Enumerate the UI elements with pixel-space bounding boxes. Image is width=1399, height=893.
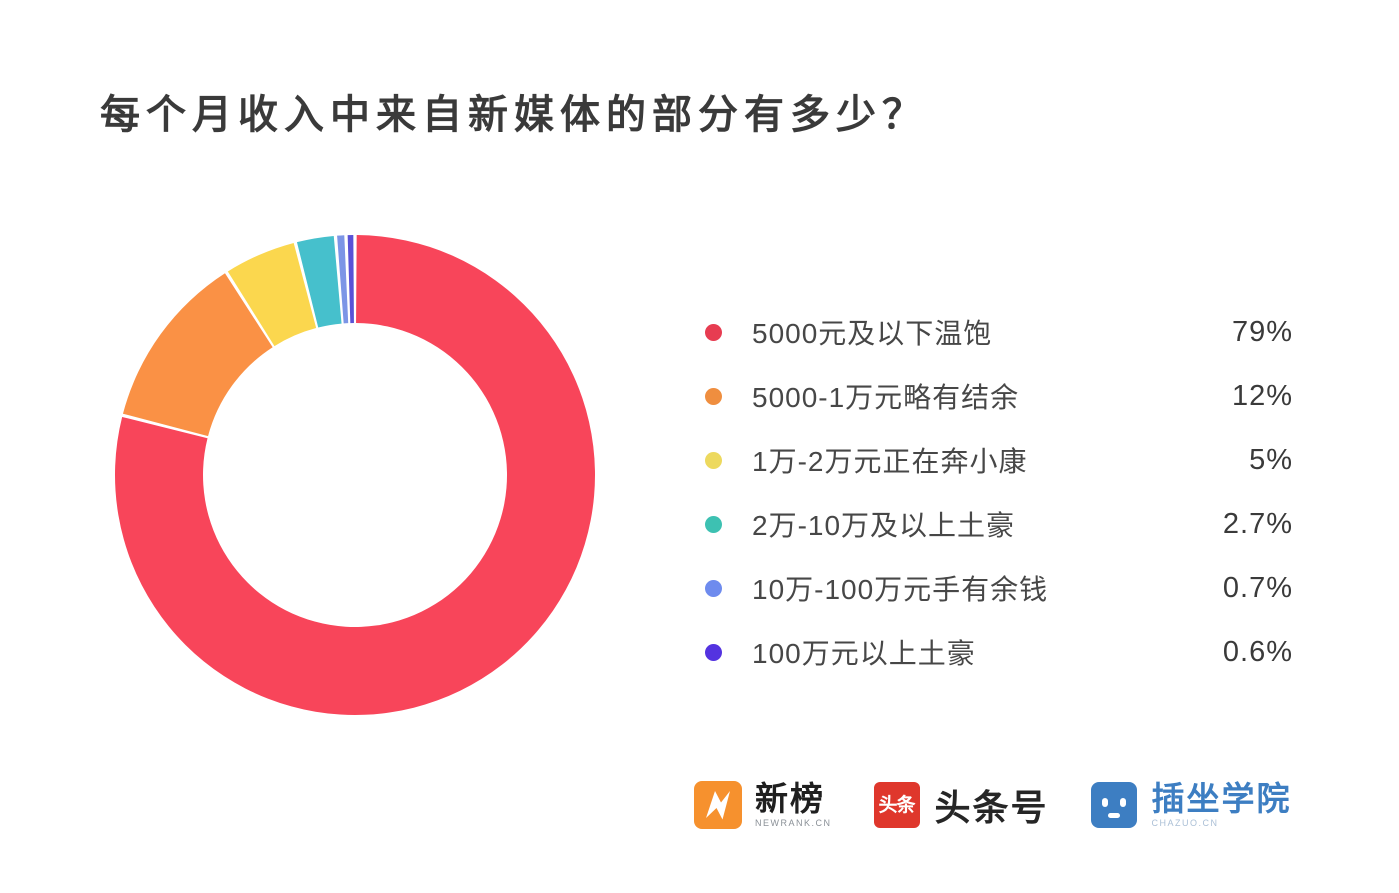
legend-dot [705, 387, 722, 405]
legend-label: 2万-10万及以上土豪 [752, 510, 1016, 541]
donut-chart [115, 235, 596, 716]
legend-label: 10万-100万元手有余钱 [752, 574, 1049, 605]
legend-value: 12% [1231, 379, 1293, 412]
lightning-n-icon [706, 791, 730, 820]
toutiao-name: 头条号 [934, 787, 1049, 828]
donut-segment-4 [296, 235, 342, 328]
chazuo-logo: 插坐学院 CHAZUO.CN [1090, 779, 1292, 829]
legend-label: 5000元及以下温饱 [752, 318, 993, 349]
toutiao-logo: 头条 头条号 [873, 779, 1049, 831]
legend-item: 100万元以上土豪 0.6% [705, 620, 1293, 684]
chazuo-name: 插坐学院 [1151, 779, 1292, 817]
footer-logos: 新榜 NEWRANK.CN 头条 头条号 插坐学院 CHAZUO.CN [694, 779, 1292, 831]
legend-value: 5% [1249, 443, 1293, 476]
legend-item: 1万-2万元正在奔小康 5% [705, 428, 1293, 492]
chazuo-subtext: CHAZUO.CN [1151, 818, 1219, 829]
legend-dot [705, 515, 722, 533]
legend-item: 2万-10万及以上土豪 2.7% [705, 492, 1293, 556]
donut-segment-5 [337, 235, 349, 324]
newrank-icon [694, 781, 742, 829]
chazuo-icon [1090, 781, 1137, 828]
legend-value: 0.7% [1222, 571, 1293, 604]
legend: 5000元及以下温饱 79% 5000-1万元略有结余 12% 1万-2万元正在奔小康 5… [705, 300, 1293, 684]
legend-dot [705, 579, 722, 597]
newrank-name: 新榜 [755, 779, 825, 817]
legend-value: 79% [1231, 315, 1293, 348]
newrank-subtext: NEWRANK.CN [755, 818, 832, 829]
legend-dot [705, 643, 722, 661]
legend-item: 5000元及以下温饱 79% [705, 300, 1293, 364]
donut-segment-1 [115, 235, 596, 716]
legend-dot [705, 451, 722, 469]
legend-value: 0.6% [1222, 635, 1293, 668]
legend-item: 10万-100万元手有余钱 0.7% [705, 556, 1293, 620]
legend-dot [705, 323, 722, 341]
toutiao-badge-text: 头条 [878, 794, 916, 816]
legend-label: 1万-2万元正在奔小康 [752, 446, 1028, 477]
toutiao-icon: 头条 [873, 782, 920, 828]
newrank-logo: 新榜 NEWRANK.CN [694, 781, 832, 829]
legend-item: 5000-1万元略有结余 12% [705, 364, 1293, 428]
legend-label: 100万元以上土豪 [752, 638, 976, 669]
legend-value: 2.7% [1222, 507, 1293, 540]
donut-segment-3 [227, 242, 317, 347]
donut-segment-6 [347, 235, 354, 324]
legend-label: 5000-1万元略有结余 [752, 382, 1020, 413]
robot-face-icon [1101, 797, 1126, 818]
page-title: 每个月收入中来自新媒体的部分有多少？ [100, 93, 928, 137]
donut-segment-2 [122, 273, 273, 437]
